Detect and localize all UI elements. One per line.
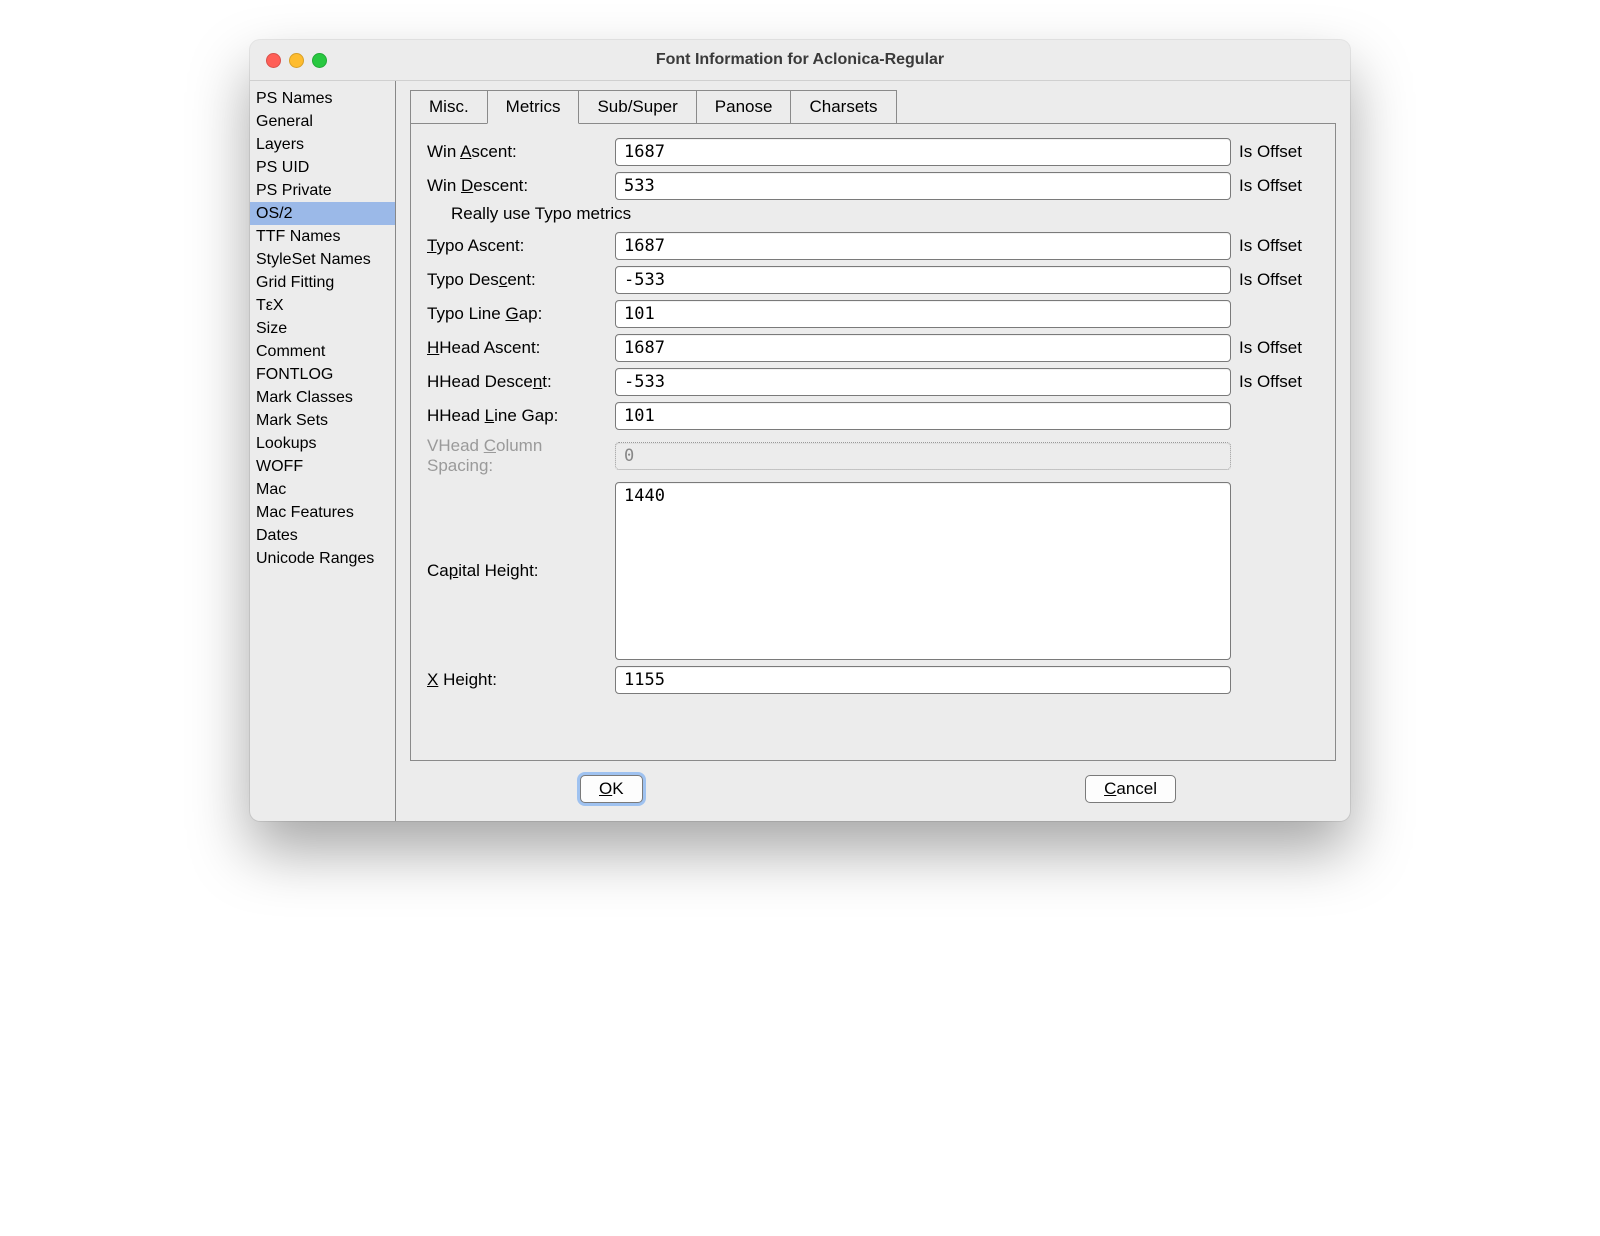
input-hhead-ascent[interactable]: [615, 334, 1231, 362]
content-area: Misc.MetricsSub/SuperPanoseCharsets Win …: [396, 81, 1350, 821]
sidebar-item-dates[interactable]: Dates: [250, 524, 395, 547]
input-x-height[interactable]: [615, 666, 1231, 694]
input-hhead-descent[interactable]: [615, 368, 1231, 396]
row-hhead-descent: HHead Descent: Is Offset: [427, 368, 1319, 396]
row-capital-height: Capital Height:: [427, 482, 1319, 660]
offset-label-win-descent[interactable]: Is Offset: [1239, 176, 1319, 196]
offset-label-hhead-ascent[interactable]: Is Offset: [1239, 338, 1319, 358]
input-capital-height[interactable]: [615, 482, 1231, 660]
minimize-icon[interactable]: [289, 53, 304, 68]
tab-bar: Misc.MetricsSub/SuperPanoseCharsets: [410, 89, 1336, 123]
cancel-button[interactable]: Cancel: [1085, 775, 1176, 803]
offset-label-typo-ascent[interactable]: Is Offset: [1239, 236, 1319, 256]
sidebar-item-layers[interactable]: Layers: [250, 133, 395, 156]
sidebar-item-styleset-names[interactable]: StyleSet Names: [250, 248, 395, 271]
row-x-height: X Height:: [427, 666, 1319, 694]
input-typo-descent[interactable]: [615, 266, 1231, 294]
font-info-window: Font Information for Aclonica-Regular PS…: [250, 40, 1350, 821]
row-vhead-col-spacing: VHead Column Spacing:: [427, 436, 1319, 476]
sidebar-item-ps-uid[interactable]: PS UID: [250, 156, 395, 179]
zoom-icon[interactable]: [312, 53, 327, 68]
tab-misc-[interactable]: Misc.: [410, 90, 488, 124]
row-hhead-ascent: HHead Ascent: Is Offset: [427, 334, 1319, 362]
sidebar-item-woff[interactable]: WOFF: [250, 455, 395, 478]
sidebar-item-size[interactable]: Size: [250, 317, 395, 340]
tab-sub-super[interactable]: Sub/Super: [578, 90, 696, 124]
input-vhead-col-spacing: [615, 442, 1231, 470]
label-typo-descent: Typo Descent:: [427, 270, 607, 290]
sidebar-item-general[interactable]: General: [250, 110, 395, 133]
close-icon[interactable]: [266, 53, 281, 68]
input-typo-line-gap[interactable]: [615, 300, 1231, 328]
row-typo-descent: Typo Descent: Is Offset: [427, 266, 1319, 294]
sidebar-item-os-2[interactable]: OS/2: [250, 202, 395, 225]
sidebar-item-mac-features[interactable]: Mac Features: [250, 501, 395, 524]
dialog-footer: OK Cancel: [410, 761, 1336, 821]
metrics-panel: Win Ascent: Is Offset Win Descent: Is Offse…: [410, 123, 1336, 761]
row-win-descent: Win Descent: Is Offset: [427, 172, 1319, 200]
row-typo-ascent: Typo Ascent: Is Offset: [427, 232, 1319, 260]
sidebar-item-mark-classes[interactable]: Mark Classes: [250, 386, 395, 409]
tab-charsets[interactable]: Charsets: [790, 90, 896, 124]
ok-button[interactable]: OK: [580, 775, 643, 803]
traffic-lights: [266, 53, 327, 68]
label-typo-line-gap: Typo Line Gap:: [427, 304, 607, 324]
titlebar: Font Information for Aclonica-Regular: [250, 40, 1350, 81]
input-win-ascent[interactable]: [615, 138, 1231, 166]
offset-label-hhead-descent[interactable]: Is Offset: [1239, 372, 1319, 392]
label-hhead-descent: HHead Descent:: [427, 372, 607, 392]
row-typo-line-gap: Typo Line Gap:: [427, 300, 1319, 328]
label-hhead-line-gap: HHead Line Gap:: [427, 406, 607, 426]
offset-label-typo-descent[interactable]: Is Offset: [1239, 270, 1319, 290]
tab-metrics[interactable]: Metrics: [487, 90, 580, 124]
really-use-typo-checkbox[interactable]: Really use Typo metrics: [451, 204, 1319, 224]
sidebar-item-mark-sets[interactable]: Mark Sets: [250, 409, 395, 432]
input-win-descent[interactable]: [615, 172, 1231, 200]
sidebar-item-mac[interactable]: Mac: [250, 478, 395, 501]
sidebar-item-grid-fitting[interactable]: Grid Fitting: [250, 271, 395, 294]
sidebar-item-unicode-ranges[interactable]: Unicode Ranges: [250, 547, 395, 570]
window-title: Font Information for Aclonica-Regular: [266, 51, 1334, 69]
label-typo-ascent: Typo Ascent:: [427, 236, 607, 256]
label-vhead-col-spacing: VHead Column Spacing:: [427, 436, 607, 476]
tab-panose[interactable]: Panose: [696, 90, 792, 124]
sidebar-item-ttf-names[interactable]: TTF Names: [250, 225, 395, 248]
label-capital-height: Capital Height:: [427, 561, 607, 581]
sidebar-item-ps-names[interactable]: PS Names: [250, 87, 395, 110]
label-win-descent: Win Descent:: [427, 176, 607, 196]
offset-label-win-ascent[interactable]: Is Offset: [1239, 142, 1319, 162]
label-x-height: X Height:: [427, 670, 607, 690]
sidebar-item-comment[interactable]: Comment: [250, 340, 395, 363]
sidebar-item-ps-private[interactable]: PS Private: [250, 179, 395, 202]
label-win-ascent: Win Ascent:: [427, 142, 607, 162]
sidebar: PS NamesGeneralLayersPS UIDPS PrivateOS/…: [250, 81, 396, 821]
sidebar-item-t-x[interactable]: TεX: [250, 294, 395, 317]
row-win-ascent: Win Ascent: Is Offset: [427, 138, 1319, 166]
window-body: PS NamesGeneralLayersPS UIDPS PrivateOS/…: [250, 81, 1350, 821]
sidebar-item-fontlog[interactable]: FONTLOG: [250, 363, 395, 386]
input-hhead-line-gap[interactable]: [615, 402, 1231, 430]
sidebar-item-lookups[interactable]: Lookups: [250, 432, 395, 455]
label-hhead-ascent: HHead Ascent:: [427, 338, 607, 358]
input-typo-ascent[interactable]: [615, 232, 1231, 260]
row-hhead-line-gap: HHead Line Gap:: [427, 402, 1319, 430]
